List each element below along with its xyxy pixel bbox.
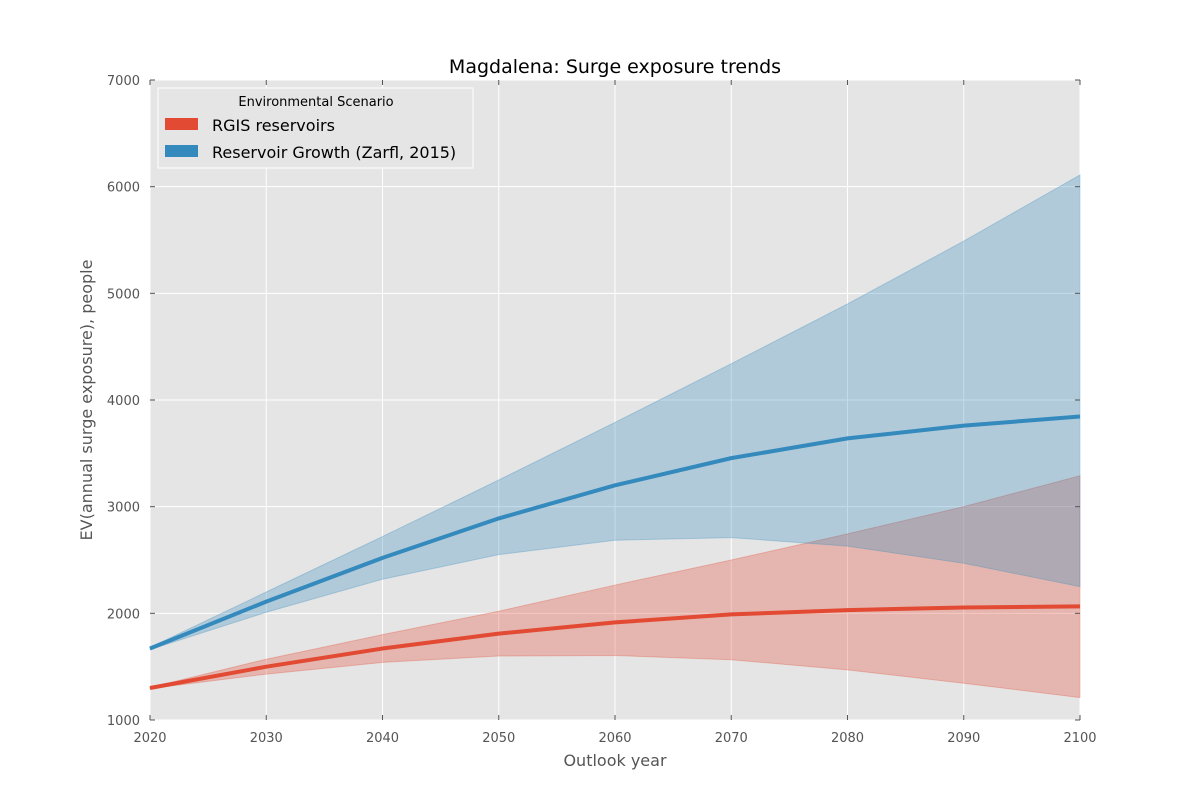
legend-swatch-rgis-reservoirs: [165, 118, 198, 130]
legend-box: [157, 87, 474, 169]
confidence-bands: [149, 174, 1081, 699]
x-axis-label: Outlook year: [563, 751, 667, 770]
x-tick-label: 2040: [366, 731, 399, 746]
x-tick-label: 2100: [1063, 731, 1096, 746]
legend-title: Environmental Scenario: [238, 95, 393, 110]
line-rgis-reservoirs: [149, 604, 1081, 690]
legend: Environmental Scenario RGIS reservoirs R…: [157, 87, 474, 169]
x-tick-label: 2080: [831, 731, 864, 746]
tick-labels: 2020 2030 2040 2050 2060 2070 2080 2090 2100 1000…: [107, 74, 1097, 746]
y-tick-label: 7000: [107, 74, 140, 89]
x-tick-label: 2050: [482, 731, 515, 746]
y-tick-label: 3000: [107, 501, 140, 516]
x-tick-label: 2090: [947, 731, 980, 746]
y-tick-label: 4000: [107, 394, 140, 409]
legend-label-rgis-reservoirs: RGIS reservoirs: [212, 116, 335, 135]
y-tick-label: 6000: [107, 181, 140, 196]
x-tick-label: 2020: [133, 731, 166, 746]
legend-swatch-reservoir-growth: [165, 145, 198, 157]
y-tick-label: 5000: [107, 287, 140, 302]
chart-title: Magdalena: Surge exposure trends: [449, 56, 781, 78]
band-reservoir-growth-zarfl-2015: [149, 174, 1081, 651]
axis-ticks: [149, 79, 1081, 721]
x-tick-label: 2060: [598, 731, 631, 746]
y-tick-label: 1000: [107, 714, 140, 729]
band-rgis-reservoirs: [149, 475, 1081, 699]
x-tick-label: 2030: [250, 731, 283, 746]
series-lines: [149, 414, 1081, 690]
legend-label-reservoir-growth: Reservoir Growth (Zarfl, 2015): [212, 143, 456, 162]
x-tick-label: 2070: [715, 731, 748, 746]
y-tick-label: 2000: [107, 607, 140, 622]
line-reservoir-growth-zarfl-2015: [149, 414, 1081, 651]
y-axis-label: EV(annual surge exposure), people: [77, 260, 96, 541]
